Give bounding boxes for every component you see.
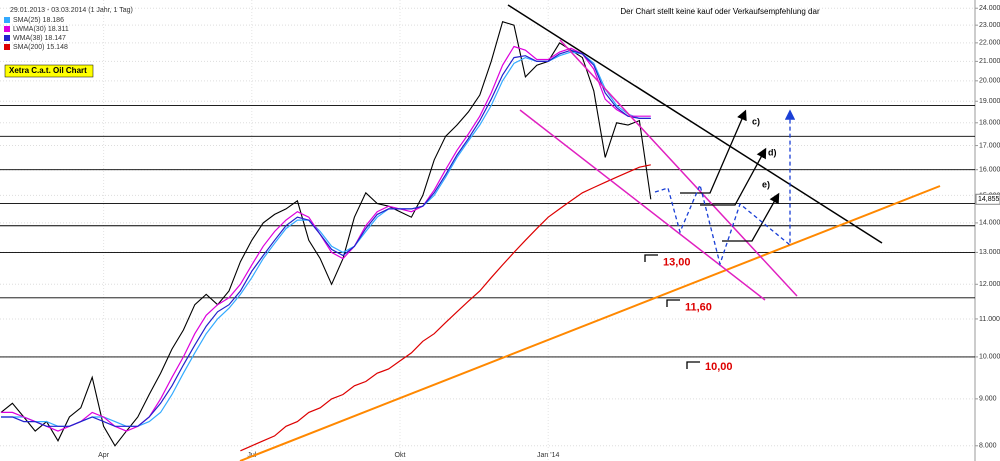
instrument: Xetra C.a.t. Oil Chart xyxy=(9,66,87,75)
scenario-dashed xyxy=(654,109,796,267)
y-tick-label: 18.000 xyxy=(979,120,1000,127)
header: 29.01.2013 - 03.03.2014 (1 Jahr, 1 Tag) xyxy=(10,7,133,14)
scenario-d xyxy=(700,147,767,206)
x-tick-label: Apr xyxy=(98,452,110,459)
uptrend-line xyxy=(239,185,941,461)
legend-swatch xyxy=(4,44,10,50)
legend-swatch xyxy=(4,26,10,32)
y-tick-label: 20.000 xyxy=(979,78,1000,85)
scenario-e xyxy=(722,192,780,242)
level-label: 10,00 xyxy=(705,361,733,373)
price-line xyxy=(0,21,652,447)
y-tick-label: 21.000 xyxy=(979,58,1000,65)
ma-line xyxy=(240,164,651,452)
instrument-box xyxy=(4,64,94,78)
x-tick-label: Okt xyxy=(395,452,406,459)
y-tick-label: 9.000 xyxy=(979,396,997,403)
y-tick-label: 16.000 xyxy=(979,167,1000,174)
scenario-label: e) xyxy=(762,179,770,189)
channel-lower xyxy=(519,109,766,301)
labels: 14,855 13,00 11,60 10,00 c) d) e) xyxy=(663,116,1000,373)
y-tick-label: 24.000 xyxy=(979,5,1000,12)
y-tick-label: 23.000 xyxy=(979,22,1000,29)
y-tick-label: 19.000 xyxy=(979,98,1000,105)
legend-swatch xyxy=(4,17,10,23)
level-label: 11,60 xyxy=(685,302,712,314)
y-tick-label: 13.000 xyxy=(979,249,1000,256)
legend-label: WMA(38) 18.147 xyxy=(13,35,66,42)
drawings xyxy=(239,4,941,461)
level-label: 13,00 xyxy=(663,256,691,268)
scenario-label: c) xyxy=(752,116,760,126)
last-price-box xyxy=(975,193,1000,205)
last-price-label: 14,855 xyxy=(978,196,1000,203)
ma-line xyxy=(1,51,651,427)
scenario-c xyxy=(680,109,747,194)
ma-line xyxy=(1,49,651,427)
level-arrow xyxy=(666,299,680,307)
downtrend-line xyxy=(507,4,883,244)
y-tick-label: 11.000 xyxy=(979,316,1000,323)
chart-title: Der Chart stellt keine kauf oder Verkauf… xyxy=(620,7,820,16)
y-tick-label: 22.000 xyxy=(979,40,1000,47)
x-tick-label: Jan '14 xyxy=(537,452,559,459)
ma-line xyxy=(1,45,651,432)
scenario-label: d) xyxy=(768,147,777,157)
legend: 29.01.2013 - 03.03.2014 (1 Jahr, 1 Tag) … xyxy=(4,7,133,78)
legend-swatch xyxy=(4,35,10,41)
level-arrow xyxy=(644,254,658,262)
y-tick-label: 14.000 xyxy=(979,220,1000,227)
series xyxy=(0,21,652,452)
legend-label: SMA(25) 18.186 xyxy=(13,17,64,24)
y-tick-label: 12.000 xyxy=(979,281,1000,288)
y-tick-label: 8.000 xyxy=(979,443,997,450)
legend-label: SMA(200) 15.148 xyxy=(13,44,68,51)
y-tick-label: 17.000 xyxy=(979,142,1000,149)
level-arrow xyxy=(686,361,700,369)
channel-upper xyxy=(559,39,798,297)
legend-label: LWMA(30) 18.311 xyxy=(13,26,69,33)
y-tick-label: 10.000 xyxy=(979,354,1000,361)
